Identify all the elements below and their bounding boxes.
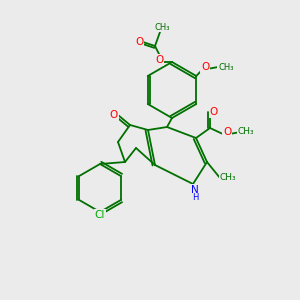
Text: CH₃: CH₃	[154, 22, 170, 32]
Text: O: O	[110, 110, 118, 120]
Text: O: O	[135, 37, 143, 47]
Text: O: O	[210, 107, 218, 117]
Text: CH₃: CH₃	[220, 173, 236, 182]
Text: N: N	[191, 185, 199, 195]
Text: O: O	[223, 127, 231, 137]
Text: CH₃: CH₃	[218, 62, 234, 71]
Text: H: H	[192, 194, 198, 202]
Text: O: O	[155, 55, 163, 65]
Text: O: O	[201, 62, 209, 72]
Text: CH₃: CH₃	[238, 128, 254, 136]
Text: Cl: Cl	[95, 210, 105, 220]
